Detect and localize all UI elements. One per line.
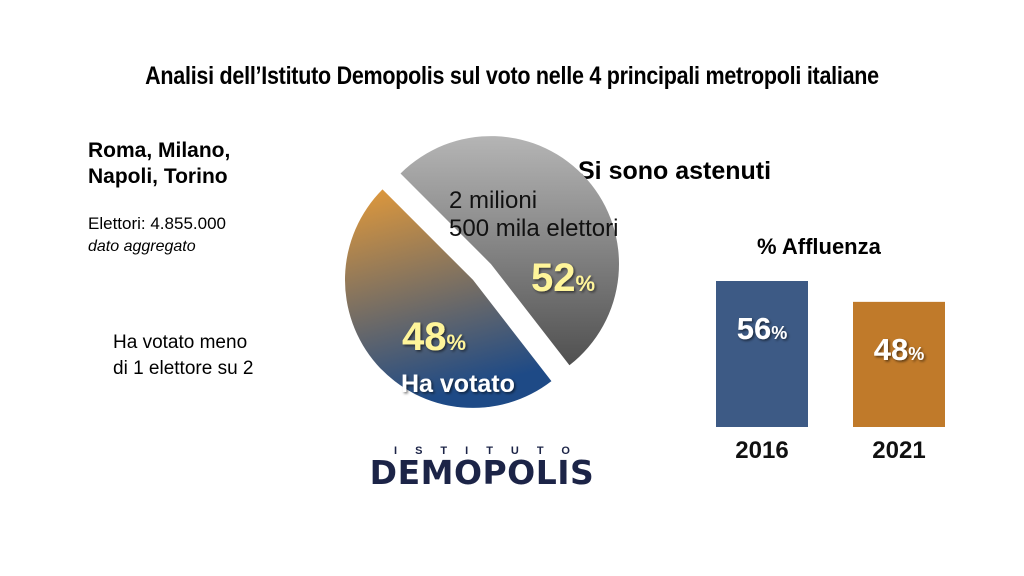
cities-line-1: Roma, Milano,	[88, 139, 231, 162]
summary-line-1: Ha votato meno	[113, 332, 248, 353]
logo-top-text: ISTITUTO	[394, 445, 588, 457]
abstained-count-line-2: 500 mila elettori	[449, 215, 618, 242]
voted-slice-label: Ha votato	[401, 370, 515, 398]
voted-percent-sign: %	[447, 330, 467, 355]
bar-2016	[716, 281, 808, 427]
summary-line-2: di 1 elettore su 2	[113, 358, 254, 379]
electors-count: Elettori: 4.855.000	[88, 214, 226, 233]
voted-percent: 48%	[402, 315, 466, 359]
bar-chart: 56% 2016 48% 2021	[716, 281, 945, 464]
bar-category-label-2016: 2016	[735, 437, 788, 464]
pie-chart	[344, 136, 620, 408]
cities-line-2: Napoli, Torino	[88, 165, 228, 188]
turnout-chart-title: % Affluenza	[757, 234, 881, 259]
bar-2021	[853, 301, 945, 427]
page-title: Analisi dell’Istituto Demopolis sul voto…	[145, 62, 879, 90]
pie-slice-abstained	[400, 136, 620, 366]
bar-value-label-2021: 48%	[874, 332, 925, 367]
abstained-percent-number: 52	[531, 256, 576, 300]
logo-main-text: DEMOPOLIS	[369, 453, 595, 492]
cities-label: Roma, Milano, Napoli, Torino	[88, 138, 230, 190]
abstained-percent: 52%	[531, 256, 595, 300]
demopolis-logo: ISTITUTO DEMOPOLIS	[357, 445, 607, 495]
electors-note: dato aggregato	[88, 238, 196, 255]
abstained-heading: Si sono astenuti	[578, 157, 772, 185]
voted-percent-number: 48	[402, 315, 447, 359]
abstained-percent-sign: %	[576, 271, 596, 296]
bar-category-label-2021: 2021	[872, 437, 925, 464]
bar-value-label-2016: 56%	[737, 311, 788, 346]
turnout-summary: Ha votato meno di 1 elettore su 2	[113, 330, 253, 382]
pie-slice-voted	[344, 189, 552, 408]
abstained-count-line-1: 2 milioni	[449, 187, 537, 214]
